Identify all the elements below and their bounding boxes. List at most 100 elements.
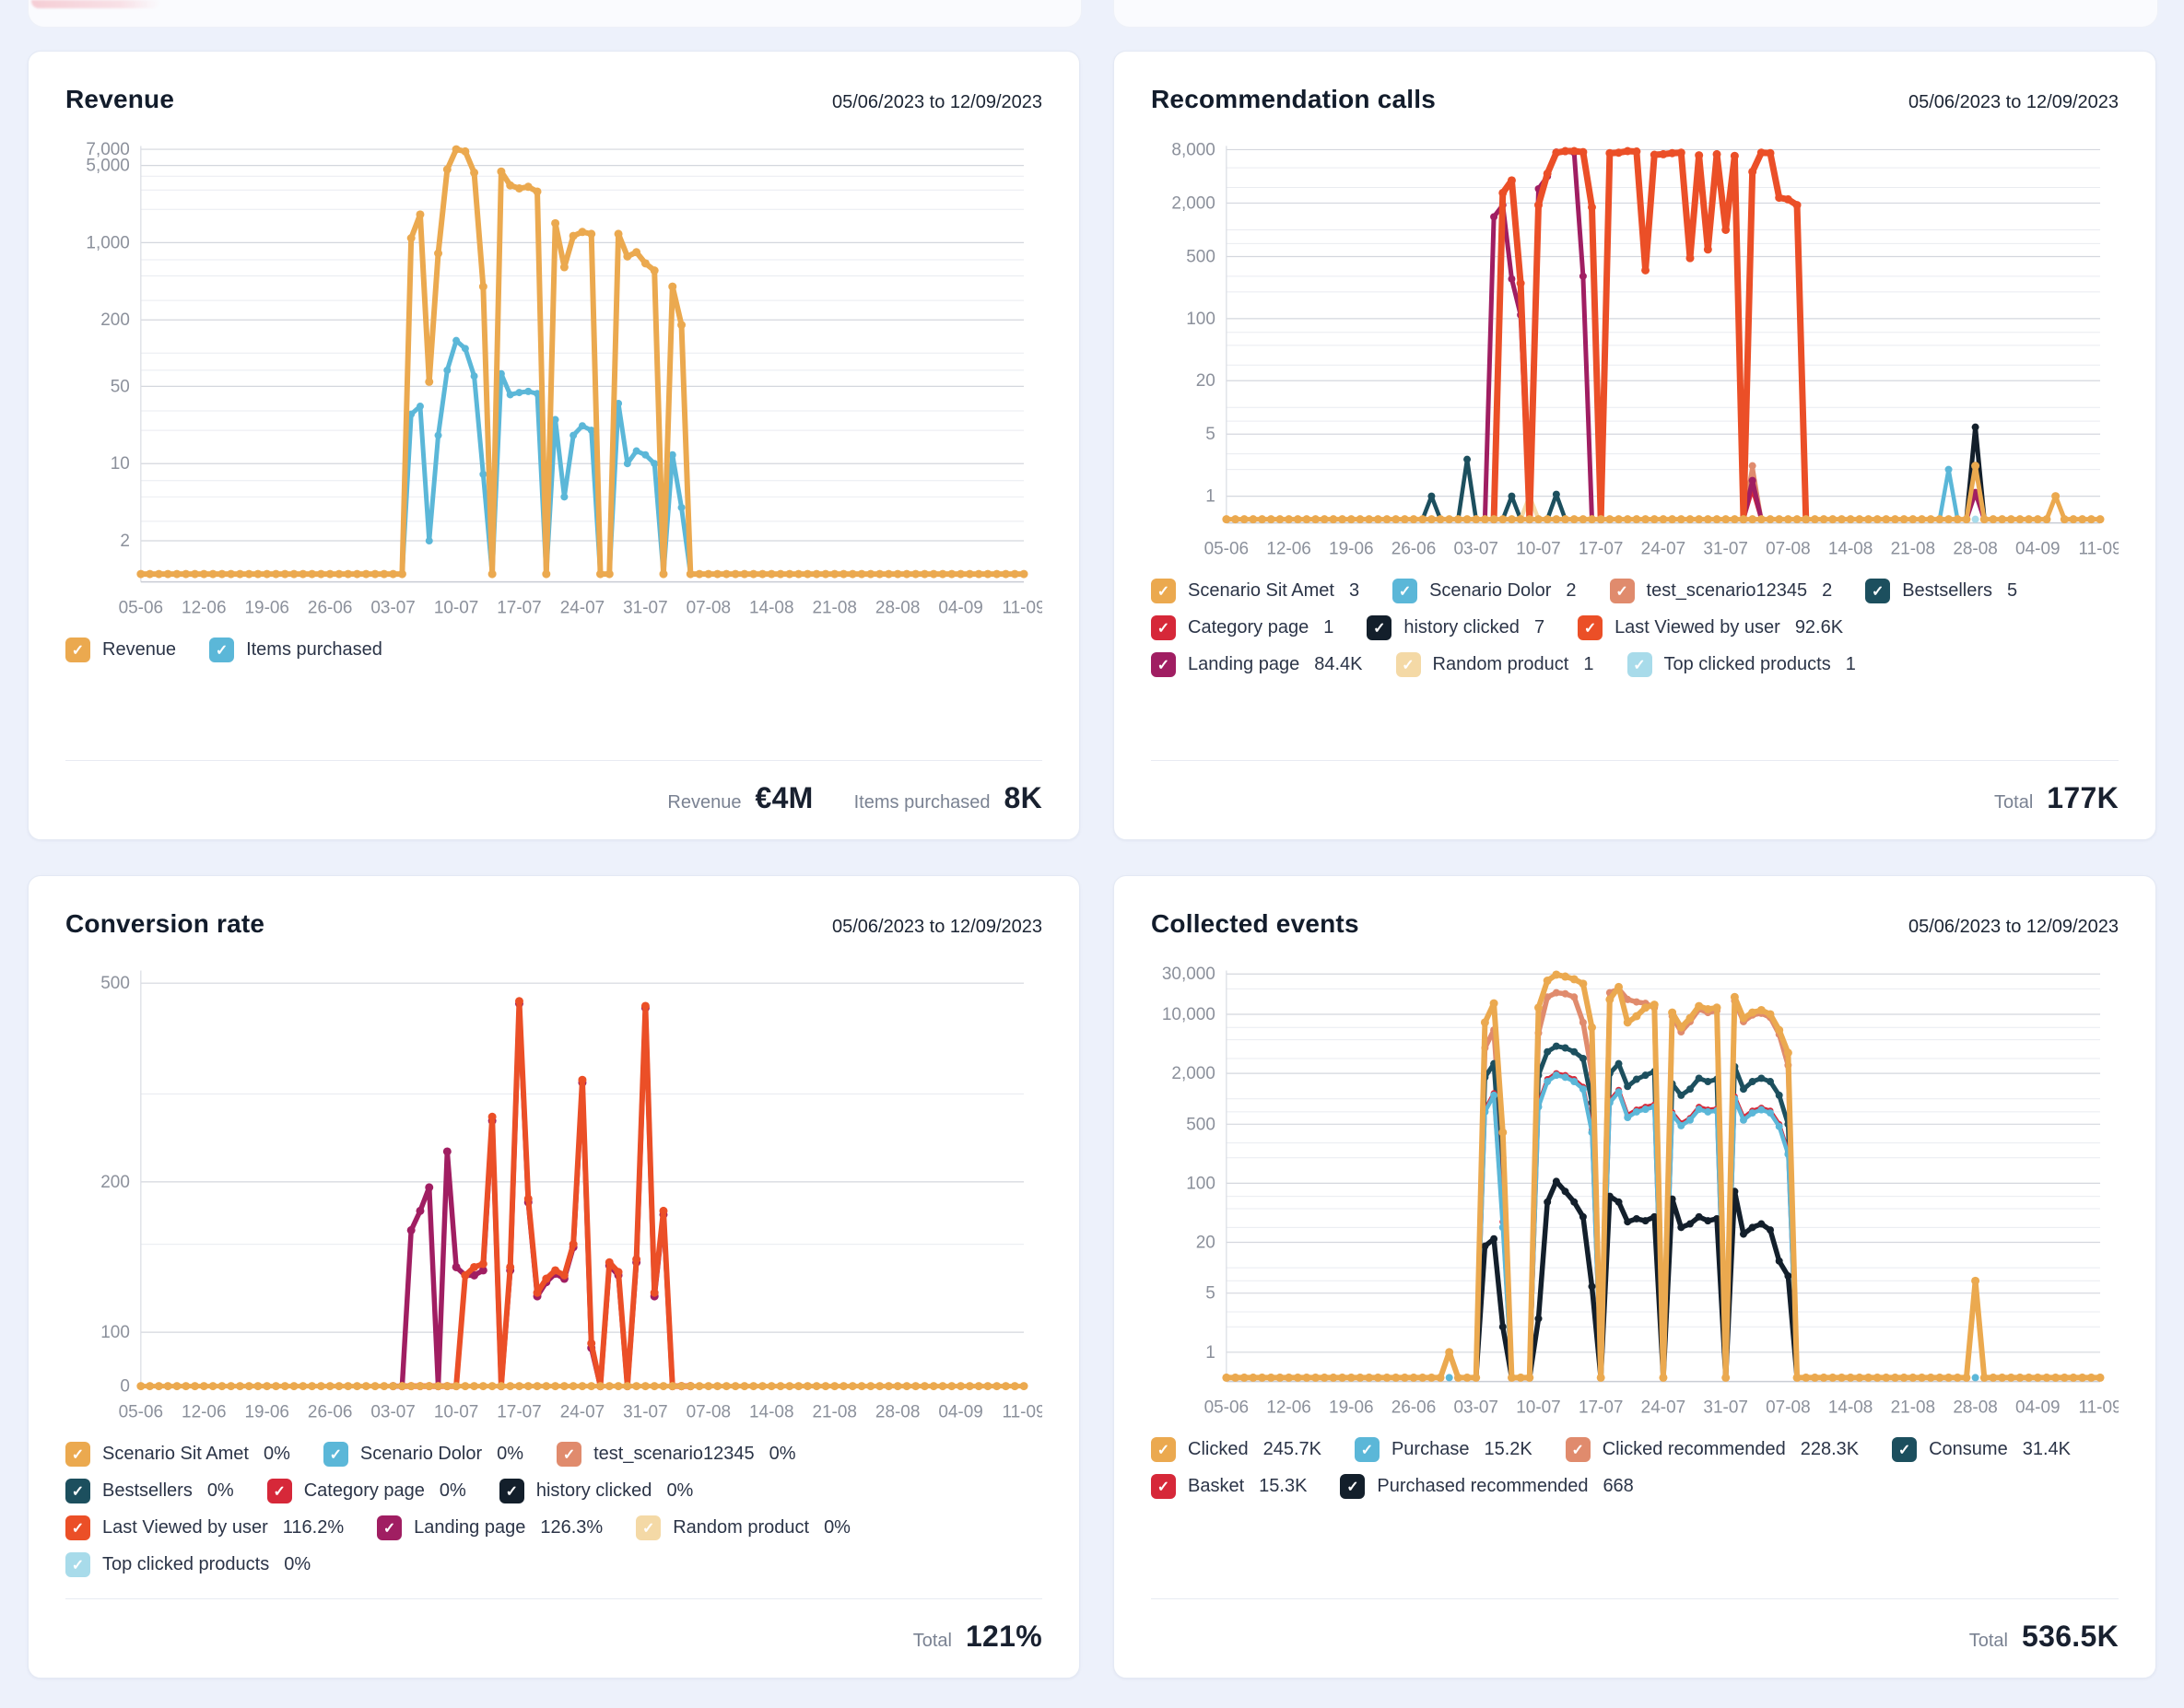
svg-text:05-06: 05-06 bbox=[1204, 540, 1249, 559]
legend-checkbox-scenario-sit-amet[interactable]: ✓ bbox=[1151, 579, 1176, 603]
svg-text:500: 500 bbox=[100, 974, 130, 993]
svg-text:100: 100 bbox=[100, 1323, 130, 1342]
card-title: Revenue bbox=[65, 85, 175, 113]
legend-checkbox-history-clicked[interactable]: ✓ bbox=[499, 1479, 524, 1503]
legend-checkbox-history-clicked[interactable]: ✓ bbox=[1367, 615, 1392, 640]
legend-item-clicked-recommended[interactable]: ✓ Clicked recommended 228.3K bbox=[1565, 1437, 1859, 1462]
legend-item-test-scenario12345[interactable]: ✓ test_scenario12345 0% bbox=[557, 1442, 796, 1467]
svg-text:2: 2 bbox=[120, 532, 130, 551]
legend-item-scenario-sit-amet[interactable]: ✓ Scenario Sit Amet 3 bbox=[1151, 579, 1359, 603]
legend-item-category-page[interactable]: ✓ Category page 0% bbox=[266, 1479, 466, 1503]
conversion-rate-legend: ✓ Scenario Sit Amet 0% ✓ Scenario Dolor 0% ✓ te… bbox=[65, 1442, 996, 1577]
legend-item-bestsellers[interactable]: ✓ Bestsellers 0% bbox=[65, 1479, 234, 1503]
recommendation-calls-chart: 8,000 2,000 500 100 20 5 1 05-06 12-06 19-06 26-06… bbox=[1171, 140, 2119, 559]
legend-checkbox-scenario-dolor[interactable]: ✓ bbox=[323, 1442, 348, 1467]
legend-checkbox-bestsellers[interactable]: ✓ bbox=[1865, 579, 1891, 603]
legend-checkbox-purchased-recommended[interactable]: ✓ bbox=[1340, 1474, 1366, 1499]
legend-checkbox-revenue[interactable]: ✓ bbox=[65, 638, 90, 662]
legend-checkbox-last-viewed-by-user[interactable]: ✓ bbox=[1578, 615, 1603, 640]
legend-checkbox-test-scenario12345[interactable]: ✓ bbox=[557, 1442, 582, 1467]
legend-item-history-clicked[interactable]: ✓ history clicked 7 bbox=[1367, 615, 1544, 640]
legend-item-landing-page[interactable]: ✓ Landing page 126.3% bbox=[377, 1515, 603, 1540]
svg-text:21-08: 21-08 bbox=[1891, 540, 1935, 559]
legend-value: 668 bbox=[1603, 1476, 1634, 1496]
legend-value: 245.7K bbox=[1262, 1439, 1321, 1459]
legend-item-scenario-dolor[interactable]: ✓ Scenario Dolor 0% bbox=[323, 1442, 523, 1467]
legend-item-last-viewed-by-user[interactable]: ✓ Last Viewed by user 116.2% bbox=[65, 1515, 344, 1540]
legend-item-random-product[interactable]: ✓ Random product 1 bbox=[1395, 652, 1594, 677]
stat-value: €4M bbox=[755, 781, 814, 814]
stat-label: Total bbox=[912, 1631, 952, 1651]
legend-item-test-scenario12345[interactable]: ✓ test_scenario12345 2 bbox=[1609, 579, 1832, 603]
legend-checkbox-random-product[interactable]: ✓ bbox=[636, 1515, 662, 1540]
date-range: 05/06/2023 to 12/09/2023 bbox=[832, 917, 1042, 937]
legend-item-revenue[interactable]: ✓ Revenue bbox=[65, 638, 176, 662]
legend-value: 126.3% bbox=[540, 1517, 604, 1538]
date-range: 05/06/2023 to 12/09/2023 bbox=[832, 92, 1042, 112]
legend-item-top-clicked-products[interactable]: ✓ Top clicked products 0% bbox=[65, 1552, 311, 1577]
legend-checkbox-consume[interactable]: ✓ bbox=[1892, 1437, 1918, 1462]
legend-checkbox-basket[interactable]: ✓ bbox=[1151, 1474, 1176, 1499]
svg-text:7,000: 7,000 bbox=[86, 140, 129, 159]
legend-label: Bestsellers bbox=[102, 1480, 193, 1501]
legend-label: Scenario Dolor bbox=[359, 1444, 483, 1464]
card-title: Collected events bbox=[1151, 909, 1359, 938]
legend-checkbox-clicked[interactable]: ✓ bbox=[1151, 1437, 1176, 1462]
legend-checkbox-top-clicked-products[interactable]: ✓ bbox=[65, 1552, 90, 1577]
legend-item-consume[interactable]: ✓ Consume 31.4K bbox=[1892, 1437, 2071, 1462]
svg-text:30,000: 30,000 bbox=[1162, 965, 1215, 984]
legend-checkbox-scenario-dolor[interactable]: ✓ bbox=[1392, 579, 1418, 603]
svg-text:19-06: 19-06 bbox=[1329, 540, 1373, 559]
revenue-card: Revenue 05/06/2023 to 12/09/2023 7,000 5,… bbox=[28, 51, 1080, 840]
legend-item-bestsellers[interactable]: ✓ Bestsellers 5 bbox=[1865, 579, 2017, 603]
legend-item-items-purchased[interactable]: ✓ Items purchased bbox=[209, 638, 382, 662]
legend-label: Consume bbox=[1929, 1439, 2008, 1459]
legend-value: 5 bbox=[2007, 580, 2018, 601]
legend-value: 0% bbox=[769, 1444, 796, 1464]
legend-checkbox-bestsellers[interactable]: ✓ bbox=[65, 1479, 90, 1503]
svg-text:5,000: 5,000 bbox=[86, 157, 129, 176]
legend-item-random-product[interactable]: ✓ Random product 0% bbox=[636, 1515, 851, 1540]
legend-checkbox-random-product[interactable]: ✓ bbox=[1395, 652, 1421, 677]
legend-checkbox-category-page[interactable]: ✓ bbox=[1151, 615, 1176, 640]
legend-item-purchased-recommended[interactable]: ✓ Purchased recommended 668 bbox=[1340, 1474, 1634, 1499]
svg-text:19-06: 19-06 bbox=[1329, 1398, 1373, 1418]
svg-text:500: 500 bbox=[1186, 247, 1215, 266]
svg-text:28-08: 28-08 bbox=[875, 1403, 920, 1422]
svg-text:05-06: 05-06 bbox=[119, 1403, 163, 1422]
legend-item-scenario-dolor[interactable]: ✓ Scenario Dolor 2 bbox=[1392, 579, 1577, 603]
legend-checkbox-category-page[interactable]: ✓ bbox=[266, 1479, 292, 1503]
svg-text:21-08: 21-08 bbox=[812, 599, 856, 618]
legend-checkbox-last-viewed-by-user[interactable]: ✓ bbox=[65, 1515, 90, 1540]
svg-text:07-08: 07-08 bbox=[1766, 1398, 1810, 1418]
legend-label: history clicked bbox=[535, 1480, 652, 1501]
legend-checkbox-clicked-recommended[interactable]: ✓ bbox=[1565, 1437, 1591, 1462]
stat-value: 536.5K bbox=[2022, 1620, 2119, 1653]
legend-item-landing-page[interactable]: ✓ Landing page 84.4K bbox=[1151, 652, 1363, 677]
svg-text:24-07: 24-07 bbox=[1641, 1398, 1685, 1418]
svg-text:11-09: 11-09 bbox=[1002, 599, 1042, 618]
chart-area: 8,000 2,000 500 100 20 5 1 05-06 12-06 19-06 26-06… bbox=[1151, 135, 2119, 566]
legend-label: Scenario Dolor bbox=[1429, 580, 1552, 601]
legend-item-category-page[interactable]: ✓ Category page 1 bbox=[1151, 615, 1333, 640]
legend-value: 116.2% bbox=[282, 1517, 345, 1538]
svg-text:12-06: 12-06 bbox=[1266, 1398, 1310, 1418]
legend-checkbox-items-purchased[interactable]: ✓ bbox=[209, 638, 235, 662]
legend-value: 0% bbox=[284, 1554, 311, 1574]
legend-item-top-clicked-products[interactable]: ✓ Top clicked products 1 bbox=[1626, 652, 1856, 677]
legend-checkbox-top-clicked-products[interactable]: ✓ bbox=[1626, 652, 1652, 677]
legend-item-scenario-sit-amet[interactable]: ✓ Scenario Sit Amet 0% bbox=[65, 1442, 290, 1467]
legend-checkbox-scenario-sit-amet[interactable]: ✓ bbox=[65, 1442, 90, 1467]
legend-item-clicked[interactable]: ✓ Clicked 245.7K bbox=[1151, 1437, 1321, 1462]
svg-text:17-07: 17-07 bbox=[1579, 1398, 1623, 1418]
legend-checkbox-purchase[interactable]: ✓ bbox=[1354, 1437, 1380, 1462]
legend-checkbox-landing-page[interactable]: ✓ bbox=[1151, 652, 1176, 677]
legend-checkbox-test-scenario12345[interactable]: ✓ bbox=[1609, 579, 1635, 603]
legend-checkbox-landing-page[interactable]: ✓ bbox=[377, 1515, 403, 1540]
legend-item-basket[interactable]: ✓ Basket 15.3K bbox=[1151, 1474, 1307, 1499]
legend-item-history-clicked[interactable]: ✓ history clicked 0% bbox=[499, 1479, 693, 1503]
divider bbox=[1151, 1598, 2119, 1599]
legend-item-purchase[interactable]: ✓ Purchase 15.2K bbox=[1354, 1437, 1532, 1462]
legend-item-last-viewed-by-user[interactable]: ✓ Last Viewed by user 92.6K bbox=[1578, 615, 1843, 640]
